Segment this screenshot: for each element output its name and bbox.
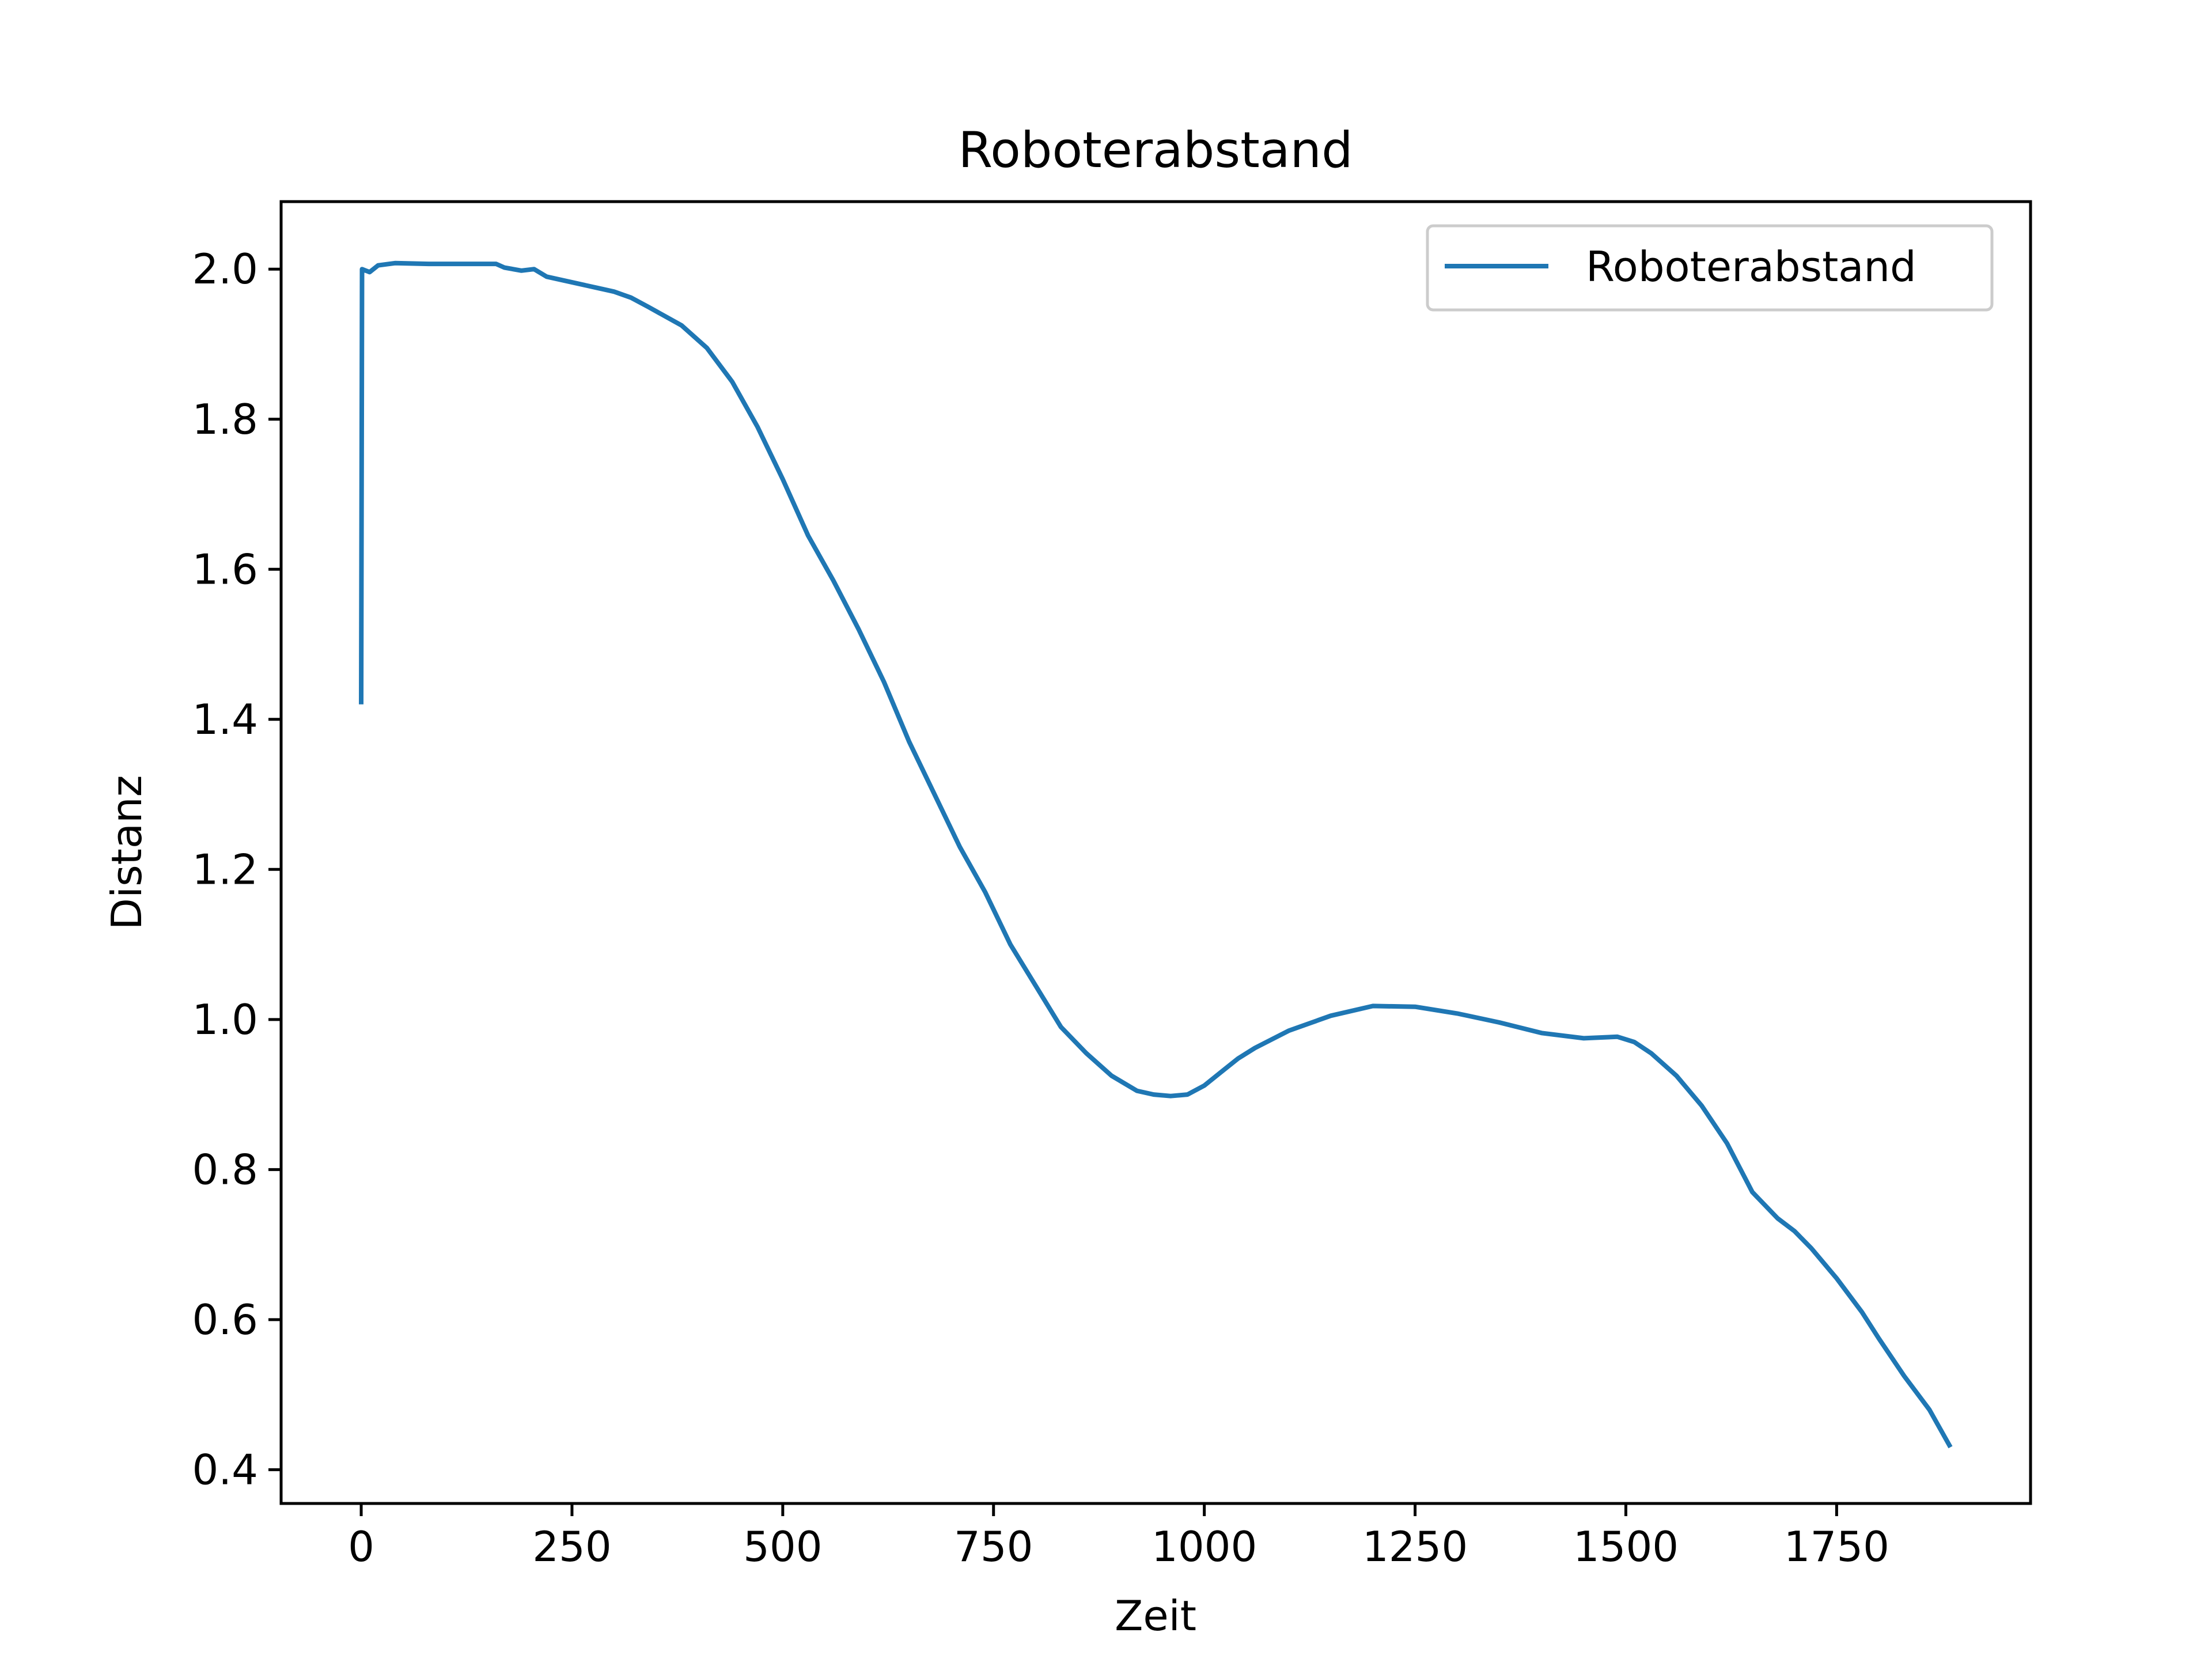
y-tick-label: 1.2 <box>192 845 258 893</box>
y-tick-label: 1.4 <box>192 695 258 744</box>
y-tick-label: 1.6 <box>192 545 258 593</box>
y-axis: 0.4 0.6 0.8 1.0 1.2 1.4 1.6 1.8 2.0 <box>192 245 281 1494</box>
y-tick-label: 1.8 <box>192 395 258 444</box>
y-tick-label: 1.0 <box>192 995 258 1044</box>
series-layer <box>359 260 1953 1449</box>
x-tick-label: 750 <box>954 1522 1033 1571</box>
x-tick-label: 1500 <box>1573 1522 1679 1571</box>
x-tick-label: 500 <box>743 1522 822 1571</box>
chart-title: Roboterabstand <box>958 122 1353 179</box>
y-tick-label: 0.8 <box>192 1145 258 1194</box>
x-axis: 0 250 500 750 1000 1250 1500 1750 <box>348 1503 1889 1571</box>
axes-frame <box>279 200 2032 1505</box>
y-tick-label: 0.6 <box>192 1296 258 1344</box>
plot-area: 0 250 500 750 1000 1250 1500 1750 0.4 0.6 0.8 1.0 1… <box>192 200 2032 1571</box>
x-tick-label: 1250 <box>1362 1522 1468 1571</box>
x-tick-label: 250 <box>532 1522 611 1571</box>
x-tick-label: 1000 <box>1152 1522 1257 1571</box>
legend-box <box>1426 224 1994 312</box>
legend-entry-roboterabstand: Roboterabstand <box>1586 243 1916 291</box>
x-tick-label: 0 <box>348 1522 374 1571</box>
y-tick-label: 2.0 <box>192 245 258 293</box>
x-tick-label: 1750 <box>1784 1522 1889 1571</box>
y-tick-label: 0.4 <box>192 1445 258 1494</box>
x-axis-label: Zeit <box>1115 1592 1196 1640</box>
y-axis-label: Distanz <box>103 775 151 930</box>
legend: Roboterabstand <box>1426 224 1994 312</box>
series-line-roboterabstand <box>359 260 1953 1449</box>
